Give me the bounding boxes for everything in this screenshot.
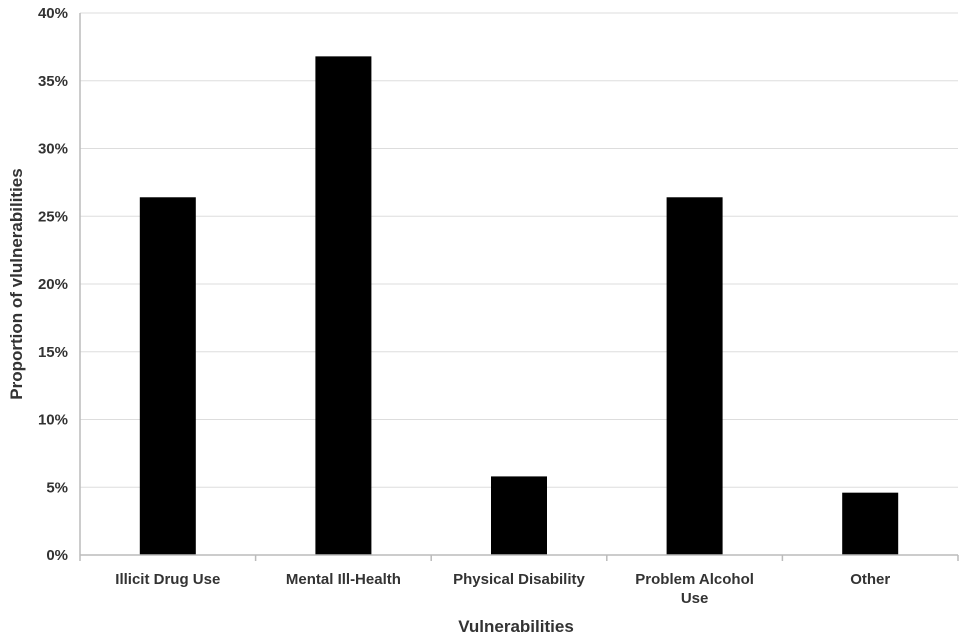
x-tick-label: Physical Disability [453, 571, 585, 588]
y-tick-label: 35% [38, 73, 68, 90]
x-tick-label: Mental Ill-Health [286, 571, 401, 588]
x-tick-label: Other [850, 571, 890, 588]
y-tick-label: 0% [46, 547, 68, 564]
x-tick-label: Illicit Drug Use [115, 571, 220, 588]
bar [842, 492, 899, 555]
gridlines [80, 12, 958, 488]
bar [315, 56, 372, 556]
y-tick-label: 15% [38, 344, 68, 361]
y-tick-label: 30% [38, 141, 68, 158]
bar [139, 197, 196, 555]
y-tick-label: 10% [38, 412, 68, 429]
y-tick-label: 5% [46, 479, 68, 496]
bar [491, 476, 547, 555]
x-axis-title: Vulnerabilities [458, 617, 574, 636]
bar [666, 197, 723, 555]
x-tick-label: Problem Alcohol [635, 571, 754, 588]
labels: 0% 5% 10% 15% 20% 25% 30% 35% 40% Illicit Drug Us… [38, 5, 890, 607]
axes [79, 13, 959, 561]
y-axis-title: Proportion of vlulnerabilities [7, 168, 26, 399]
y-tick-label: 40% [38, 5, 68, 22]
y-tick-label: 20% [38, 276, 68, 293]
y-tick-label: 25% [38, 208, 68, 225]
bars [139, 56, 899, 556]
x-tick-label: Use [681, 590, 709, 607]
